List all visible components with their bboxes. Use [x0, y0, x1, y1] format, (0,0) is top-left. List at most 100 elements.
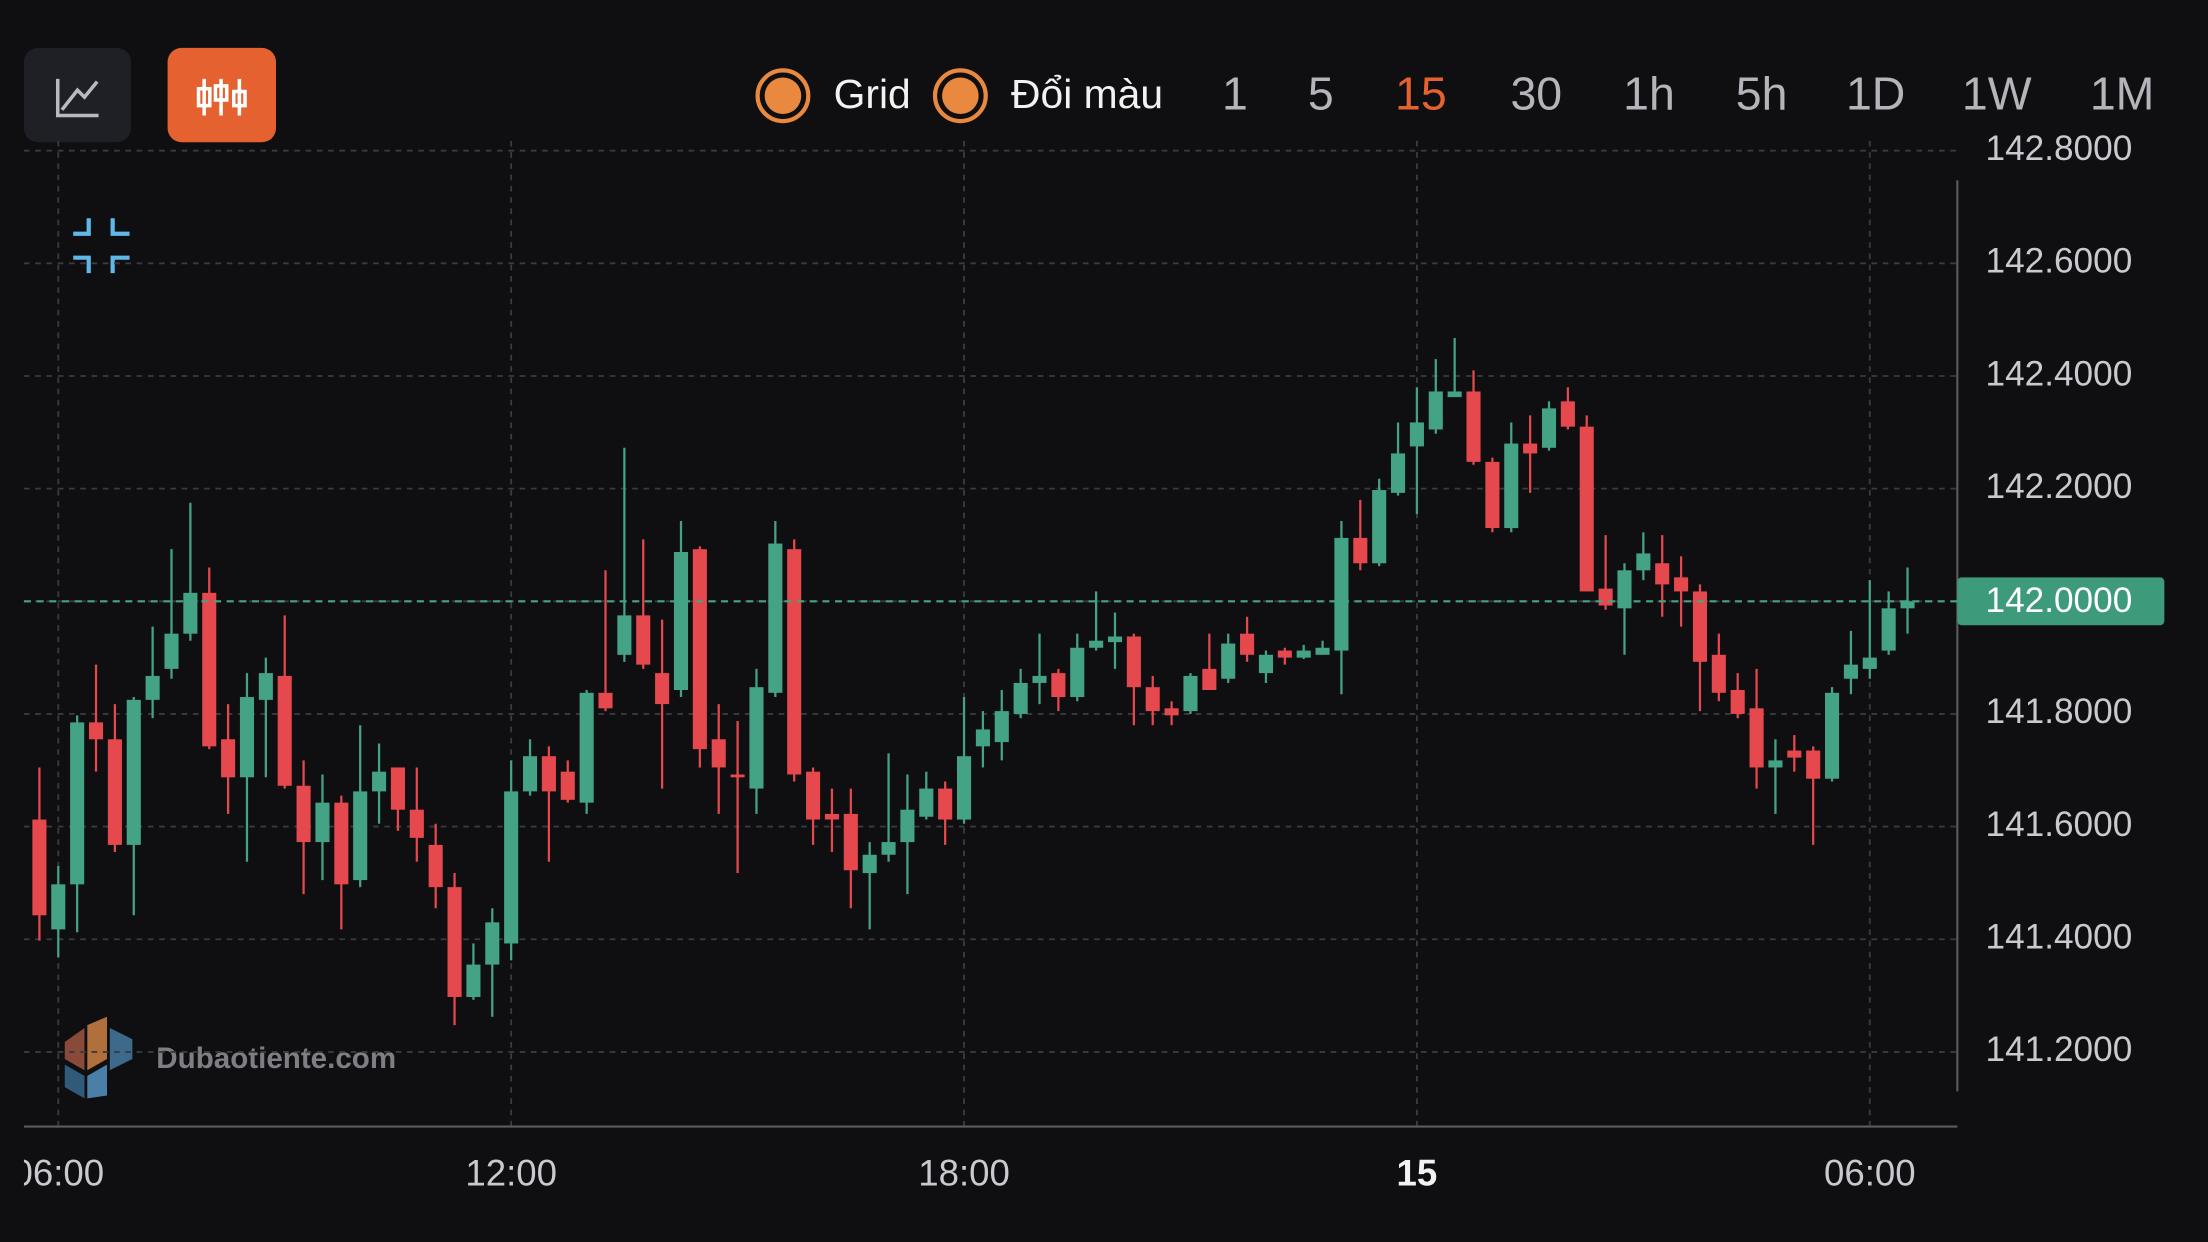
- candle-body: [334, 802, 349, 885]
- candle-body: [353, 791, 368, 881]
- x-tick-label: 06:00: [1824, 1152, 1916, 1193]
- line-mode-button[interactable]: [23, 47, 131, 143]
- candle-body: [126, 699, 141, 845]
- candle-body: [1655, 563, 1670, 585]
- candle-body: [787, 549, 802, 775]
- candle-body: [579, 692, 594, 803]
- candle-body: [1787, 750, 1802, 758]
- interval-button[interactable]: 5h: [1736, 67, 1788, 119]
- candle-body: [1768, 760, 1783, 768]
- candle-body: [1825, 692, 1840, 779]
- candle-body: [1013, 682, 1028, 714]
- candle-body: [975, 729, 990, 747]
- candle-body: [1296, 650, 1311, 658]
- candle-body: [1447, 391, 1462, 398]
- candle-body: [1862, 657, 1877, 669]
- candle-body: [900, 809, 915, 843]
- candle-body: [1674, 577, 1689, 592]
- candle-body: [1485, 461, 1500, 529]
- toggle-radio[interactable]: [755, 68, 811, 124]
- candle-body: [1881, 608, 1896, 651]
- candle-body: [145, 675, 160, 700]
- candle-body: [1560, 401, 1575, 427]
- candle-body: [881, 842, 896, 855]
- line-icon: [55, 78, 99, 118]
- candle-body: [1032, 675, 1047, 683]
- candle-body: [541, 756, 556, 792]
- candle-body: [994, 711, 1009, 743]
- y-tick-label: 141.4000: [1986, 918, 2133, 957]
- y-tick-label: 141.2000: [1986, 1030, 2133, 1069]
- y-tick-label: 142.2000: [1986, 467, 2133, 506]
- candle-body: [522, 756, 538, 792]
- candle-body: [485, 922, 500, 965]
- candle-body: [1145, 687, 1160, 712]
- interval-button[interactable]: 1W: [1962, 67, 2032, 119]
- toggle-label[interactable]: Đổi màu: [1011, 71, 1163, 117]
- candle-body: [504, 791, 519, 944]
- candle-body: [617, 615, 632, 655]
- interval-button[interactable]: 30: [1510, 67, 1562, 119]
- candle-body: [258, 673, 273, 700]
- y-tick-label: 142.8000: [1986, 129, 2133, 168]
- candle-body: [315, 802, 330, 843]
- candle-icon: [196, 78, 247, 116]
- candle-body: [51, 884, 66, 930]
- candle-body: [1089, 640, 1104, 648]
- interval-button[interactable]: 15: [1395, 67, 1447, 119]
- x-tick-label: 12:00: [465, 1152, 557, 1193]
- candle-body: [768, 543, 783, 693]
- candle-body: [239, 697, 255, 778]
- y-tick-label: 142.6000: [1986, 242, 2133, 281]
- candle-body: [1353, 537, 1368, 564]
- candle-body: [1636, 553, 1651, 571]
- candle-body: [1315, 647, 1330, 655]
- candle-body: [32, 819, 47, 916]
- collapse-icon[interactable]: [73, 218, 130, 274]
- candle-body: [1409, 422, 1424, 447]
- toggle-dot: [942, 77, 979, 115]
- candle-body: [372, 771, 387, 792]
- y-tick-label: 141.8000: [1986, 692, 2133, 731]
- candle-body: [1107, 636, 1123, 643]
- candle-mode-button[interactable]: [167, 47, 276, 143]
- candle-body: [202, 592, 217, 747]
- candle-body: [409, 809, 424, 838]
- candle-body: [390, 767, 405, 810]
- interval-button[interactable]: 1: [1222, 67, 1248, 119]
- candle-body: [1579, 426, 1594, 592]
- interval-button[interactable]: 5: [1308, 67, 1334, 119]
- candle-body: [1334, 537, 1349, 651]
- candle-body: [1843, 664, 1858, 679]
- candle-body: [560, 771, 575, 800]
- candle-body: [277, 675, 292, 786]
- candle-body: [221, 739, 236, 778]
- candle-body: [824, 813, 839, 820]
- toggle-label[interactable]: Grid: [834, 71, 911, 117]
- candle-body: [1598, 588, 1613, 606]
- candle-body: [296, 785, 311, 843]
- candle-body: [466, 964, 481, 997]
- candle-body: [1541, 408, 1557, 448]
- candle-body: [1277, 650, 1292, 658]
- candle-body: [1617, 570, 1632, 609]
- candle-body: [749, 687, 764, 789]
- candle-body: [1240, 633, 1255, 655]
- interval-button[interactable]: 1M: [2090, 67, 2155, 119]
- candle-body: [1391, 453, 1406, 493]
- candle-body: [673, 552, 689, 690]
- candle-body: [447, 887, 462, 997]
- toggle-radio[interactable]: [932, 68, 988, 124]
- candle-body: [70, 722, 85, 885]
- candle-body: [655, 673, 670, 705]
- candle-body: [1183, 675, 1198, 712]
- candle-body: [428, 844, 443, 888]
- y-tick-label: 142.4000: [1986, 354, 2133, 393]
- interval-button[interactable]: 1D: [1846, 67, 1905, 119]
- candle-body: [1749, 708, 1764, 768]
- candle-body: [636, 615, 651, 665]
- candle-body: [1428, 391, 1443, 430]
- interval-button[interactable]: 1h: [1623, 67, 1675, 119]
- button-bg[interactable]: [23, 47, 131, 143]
